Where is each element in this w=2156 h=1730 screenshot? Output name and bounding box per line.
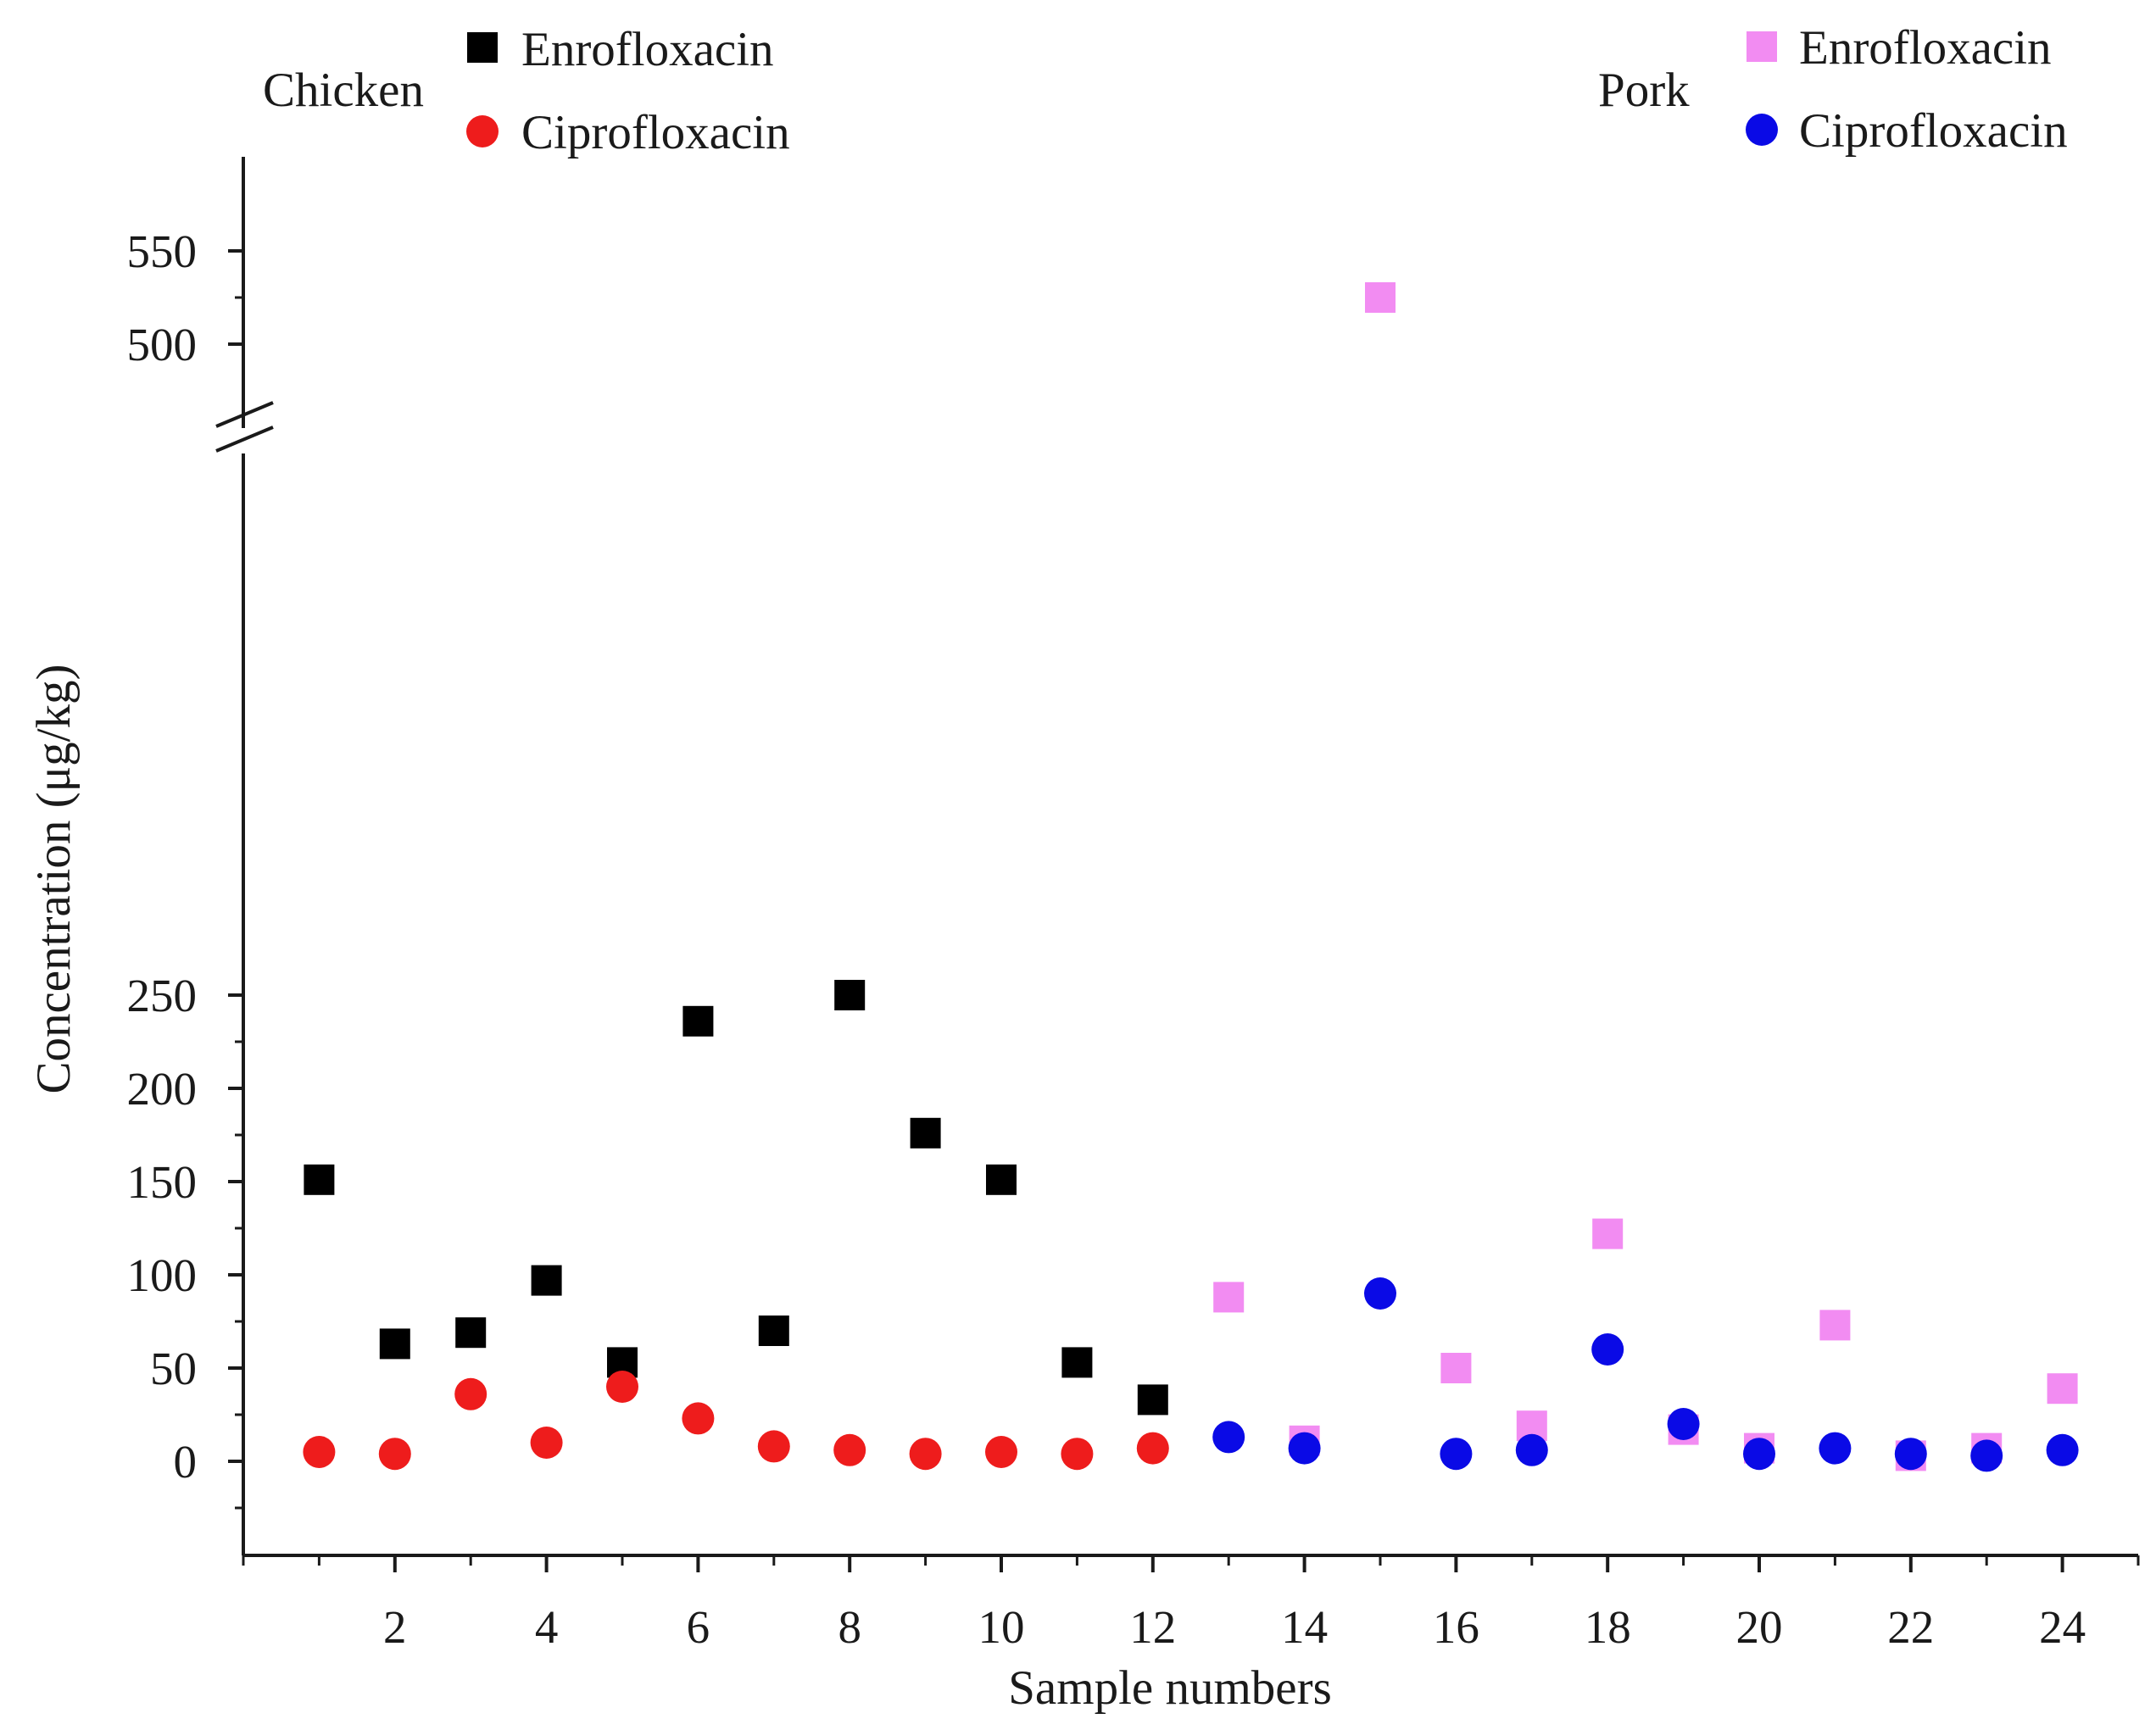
point-chicken-enrofloxacin — [1137, 1384, 1168, 1416]
point-pork-ciprofloxacin — [1212, 1421, 1245, 1454]
x-tick-label: 8 — [838, 1601, 861, 1653]
legend-marker-chicken-ciprofloxacin — [466, 115, 499, 147]
point-pork-ciprofloxacin — [1743, 1438, 1775, 1471]
point-chicken-ciprofloxacin — [303, 1436, 336, 1468]
x-tick-label: 4 — [535, 1601, 559, 1653]
point-pork-ciprofloxacin — [1364, 1277, 1396, 1310]
point-pork-ciprofloxacin — [2046, 1433, 2079, 1466]
point-pork-ciprofloxacin — [1970, 1439, 2003, 1472]
point-chicken-enrofloxacin — [1061, 1347, 1093, 1378]
point-chicken-ciprofloxacin — [454, 1377, 487, 1410]
x-tick-label: 18 — [1585, 1601, 1631, 1653]
y-tick-label: 250 — [127, 970, 198, 1021]
point-chicken-enrofloxacin — [682, 1005, 714, 1037]
point-pork-ciprofloxacin — [1515, 1433, 1548, 1466]
point-chicken-ciprofloxacin — [606, 1371, 638, 1403]
point-pork-ciprofloxacin — [1819, 1432, 1852, 1465]
y-tick-label: 50 — [150, 1343, 197, 1394]
point-pork-enrofloxacin — [1440, 1353, 1472, 1383]
y-tick-label: 150 — [127, 1156, 198, 1208]
legend: Chicken Enrofloxacin Ciprofloxacin Pork … — [263, 21, 2068, 159]
y-tick-label: 500 — [127, 319, 198, 370]
legend-label-chicken-ciprofloxacin: Ciprofloxacin — [521, 106, 790, 159]
point-chicken-ciprofloxacin — [530, 1427, 563, 1459]
point-chicken-ciprofloxacin — [909, 1438, 942, 1471]
point-chicken-ciprofloxacin — [682, 1402, 715, 1435]
point-chicken-enrofloxacin — [304, 1164, 335, 1195]
point-chicken-enrofloxacin — [531, 1265, 562, 1296]
point-pork-enrofloxacin — [1213, 1282, 1245, 1313]
x-tick-label: 24 — [2039, 1601, 2086, 1653]
point-chicken-enrofloxacin — [455, 1317, 487, 1349]
point-pork-enrofloxacin — [1819, 1310, 1851, 1341]
x-tick-label: 20 — [1736, 1601, 1783, 1653]
x-tick-label: 22 — [1887, 1601, 1934, 1653]
x-tick-label: 16 — [1433, 1601, 1479, 1653]
y-tick-label: 200 — [127, 1063, 198, 1115]
legend-group-label-chicken: Chicken — [263, 64, 424, 117]
x-tick-label: 2 — [383, 1601, 407, 1653]
point-pork-ciprofloxacin — [1591, 1333, 1624, 1366]
y-tick-label: 100 — [127, 1249, 198, 1301]
point-chicken-enrofloxacin — [834, 980, 866, 1010]
axis-break-mark-upper — [215, 401, 274, 428]
x-axis-title: Sample numbers — [1008, 1661, 1332, 1715]
point-chicken-enrofloxacin — [379, 1328, 410, 1360]
point-pork-ciprofloxacin — [1894, 1438, 1927, 1471]
legend-marker-chicken-enrofloxacin — [467, 32, 498, 63]
axis-break-mark-lower — [215, 426, 274, 453]
point-pork-ciprofloxacin — [1667, 1408, 1700, 1440]
point-pork-enrofloxacin — [1365, 282, 1396, 313]
y-axis-title: Concentration (μg/kg) — [27, 664, 81, 1093]
x-tick-label: 6 — [687, 1601, 710, 1653]
y-tick-label: 0 — [174, 1436, 198, 1488]
y-tick-label: 550 — [127, 225, 198, 277]
point-chicken-enrofloxacin — [986, 1164, 1017, 1195]
legend-marker-pork-ciprofloxacin — [1746, 114, 1778, 146]
point-pork-enrofloxacin — [1592, 1218, 1624, 1249]
point-chicken-ciprofloxacin — [1061, 1438, 1094, 1471]
point-chicken-ciprofloxacin — [985, 1436, 1017, 1468]
x-tick-label: 10 — [978, 1601, 1025, 1653]
legend-marker-pork-enrofloxacin — [1747, 31, 1777, 62]
legend-label-chicken-enrofloxacin: Enrofloxacin — [521, 23, 774, 76]
point-chicken-ciprofloxacin — [1136, 1432, 1169, 1465]
legend-group-label-pork: Pork — [1598, 64, 1690, 117]
point-pork-ciprofloxacin — [1288, 1432, 1321, 1465]
point-chicken-enrofloxacin — [910, 1117, 941, 1149]
point-chicken-ciprofloxacin — [378, 1438, 411, 1471]
data-points — [303, 282, 2079, 1472]
point-chicken-enrofloxacin — [758, 1316, 789, 1346]
legend-label-pork-enrofloxacin: Enrofloxacin — [1799, 21, 2052, 75]
x-tick-label: 14 — [1281, 1601, 1328, 1653]
legend-label-pork-ciprofloxacin: Ciprofloxacin — [1799, 104, 2068, 158]
point-chicken-ciprofloxacin — [757, 1430, 790, 1463]
point-pork-enrofloxacin — [2047, 1373, 2078, 1405]
x-tick-label: 12 — [1129, 1601, 1176, 1653]
point-chicken-ciprofloxacin — [833, 1433, 866, 1466]
point-pork-ciprofloxacin — [1440, 1438, 1473, 1471]
